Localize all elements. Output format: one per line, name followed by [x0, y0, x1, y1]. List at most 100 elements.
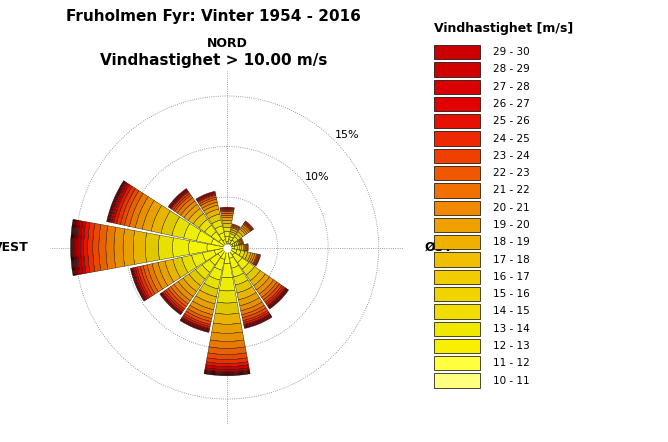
Bar [239, 251, 245, 257]
Bar [434, 149, 480, 163]
Bar [269, 289, 288, 308]
Bar [158, 235, 174, 260]
Bar [227, 247, 231, 248]
Bar [77, 221, 83, 274]
Bar [73, 220, 78, 275]
Bar [158, 261, 174, 286]
Bar [265, 286, 284, 304]
Bar [253, 254, 259, 265]
Bar [162, 291, 184, 312]
Text: 29 - 30: 29 - 30 [493, 47, 530, 57]
Bar [220, 211, 234, 214]
Bar [189, 240, 207, 255]
Bar [196, 192, 215, 201]
Bar [147, 264, 162, 292]
Bar [234, 273, 248, 285]
Bar [204, 372, 250, 375]
Bar [206, 362, 248, 367]
Bar [232, 253, 242, 263]
Text: 18 - 19: 18 - 19 [493, 237, 530, 247]
Text: NORD: NORD [206, 37, 248, 50]
Bar [243, 223, 251, 232]
Bar [161, 211, 180, 236]
Bar [204, 275, 220, 289]
Bar [180, 201, 197, 217]
Bar [239, 239, 242, 244]
Bar [263, 284, 282, 302]
Bar [434, 321, 480, 336]
Bar [196, 191, 215, 200]
Bar [250, 271, 265, 286]
Bar [71, 219, 74, 276]
Bar [222, 240, 227, 248]
Bar [202, 202, 218, 211]
Text: 26 - 27: 26 - 27 [493, 99, 530, 109]
Bar [251, 253, 257, 264]
Text: 15 - 16: 15 - 16 [493, 289, 530, 299]
Bar [243, 244, 244, 251]
Bar [202, 259, 215, 272]
Text: 27 - 28: 27 - 28 [493, 82, 530, 92]
Bar [242, 308, 268, 320]
Bar [224, 248, 230, 264]
Bar [434, 270, 480, 284]
Bar [211, 239, 227, 248]
Bar [434, 166, 480, 180]
Bar [262, 282, 279, 300]
Bar [130, 268, 145, 301]
Bar [231, 246, 234, 249]
Bar [196, 265, 210, 279]
Bar [182, 316, 210, 328]
Bar [237, 258, 248, 269]
Bar [114, 227, 125, 268]
Bar [234, 246, 237, 249]
Bar [230, 234, 234, 238]
Bar [180, 320, 209, 332]
Bar [196, 290, 216, 304]
Bar [200, 199, 217, 209]
Bar [130, 193, 148, 228]
Bar [199, 219, 212, 232]
Bar [108, 181, 126, 222]
Bar [160, 293, 182, 314]
Bar [198, 195, 216, 204]
Bar [243, 312, 270, 324]
Bar [207, 353, 247, 360]
Bar [226, 241, 228, 248]
Bar [110, 182, 128, 223]
Bar [215, 302, 239, 314]
Text: 14 - 15: 14 - 15 [493, 306, 530, 316]
Bar [238, 240, 241, 245]
Bar [434, 304, 480, 319]
Bar [217, 290, 237, 303]
Bar [434, 114, 480, 129]
Text: 24 - 25: 24 - 25 [493, 133, 530, 144]
Bar [242, 251, 248, 259]
Bar [204, 205, 219, 214]
Bar [208, 214, 221, 224]
Bar [227, 248, 234, 255]
Bar [224, 227, 230, 232]
Bar [186, 309, 212, 322]
Bar [204, 225, 216, 236]
Bar [234, 242, 237, 246]
Bar [244, 244, 245, 251]
Bar [241, 226, 248, 234]
Bar [246, 267, 261, 281]
Text: 15%: 15% [335, 130, 359, 140]
Bar [183, 274, 200, 292]
Bar [196, 231, 214, 244]
Bar [227, 248, 232, 250]
Bar [71, 220, 75, 275]
Bar [434, 131, 480, 146]
Bar [247, 244, 248, 251]
Bar [208, 347, 246, 354]
Bar [190, 301, 214, 315]
Bar [88, 222, 95, 273]
Bar [188, 209, 204, 224]
Text: 25 - 26: 25 - 26 [493, 116, 530, 126]
Bar [222, 223, 232, 228]
Bar [219, 232, 225, 241]
Bar [206, 209, 220, 219]
Bar [239, 245, 241, 250]
